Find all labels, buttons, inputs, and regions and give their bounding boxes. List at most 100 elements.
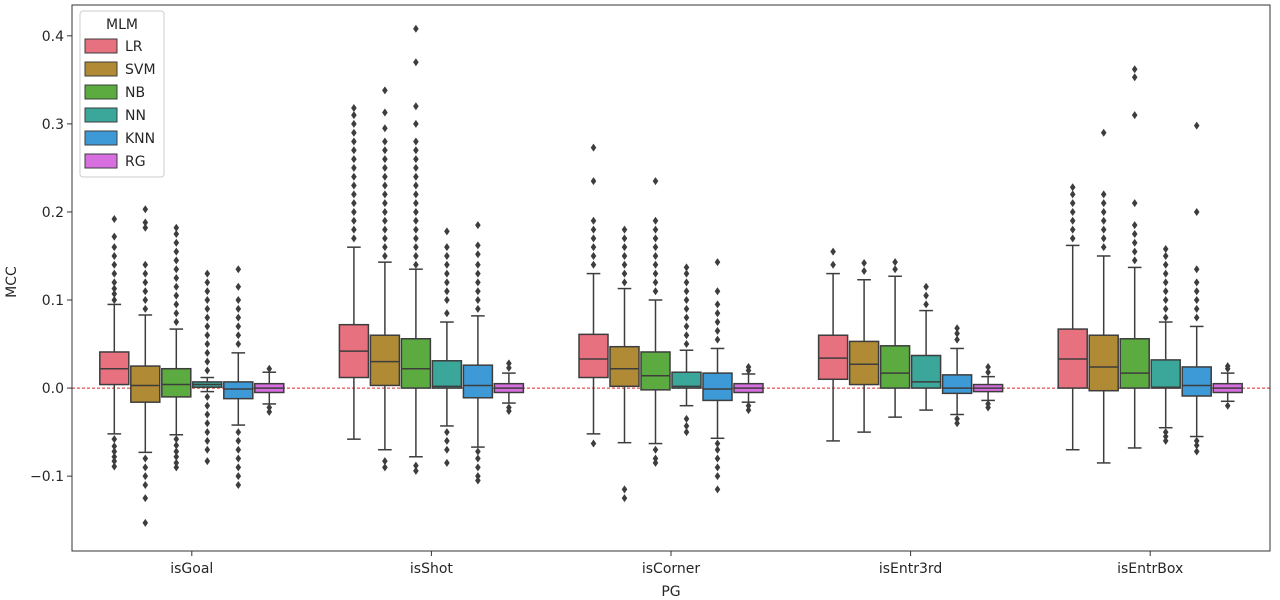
outlier-point — [111, 447, 118, 456]
x-tick-label: isShot — [410, 561, 454, 577]
box-isShot-RG — [493, 359, 525, 415]
outlier-point — [652, 243, 659, 252]
outlier-point — [714, 287, 721, 296]
box-body — [609, 345, 640, 388]
outlier-point — [444, 269, 450, 278]
outlier-point — [652, 216, 659, 225]
outlier-point — [382, 234, 388, 243]
box-isGoal-SVM — [130, 205, 161, 527]
outlier-point — [204, 436, 211, 445]
outlier-point — [351, 234, 357, 243]
outlier-point — [351, 216, 357, 225]
box-body — [817, 334, 849, 381]
outlier-point — [382, 108, 388, 117]
outlier-point — [683, 313, 690, 322]
outlier-point — [111, 442, 118, 451]
outlier-point — [1100, 199, 1107, 208]
box-isEntr3rd-LR — [817, 247, 849, 442]
box-body — [462, 364, 494, 399]
outlier-point — [204, 445, 211, 454]
outlier-point — [235, 454, 242, 463]
outlier-point — [382, 163, 388, 172]
outlier-point — [111, 462, 118, 471]
outlier-point — [173, 229, 180, 238]
legend-swatch-KNN — [84, 130, 118, 146]
outlier-point — [985, 368, 991, 377]
outlier-point — [1193, 296, 1200, 305]
outlier-point — [413, 243, 419, 252]
outlier-point — [683, 428, 690, 437]
outlier-point — [590, 439, 597, 448]
outlier-point — [506, 406, 512, 415]
outlier-point — [475, 454, 481, 463]
outlier-point — [111, 284, 118, 293]
outlier-point — [1100, 225, 1107, 234]
outlier-point — [382, 172, 388, 181]
outlier-point — [382, 86, 388, 95]
outlier-point — [1193, 207, 1200, 216]
outlier-point — [1224, 362, 1231, 371]
outlier-point — [413, 190, 419, 199]
outlier-point — [382, 199, 388, 208]
outlier-point — [714, 445, 721, 454]
box-isShot-KNN — [462, 221, 494, 485]
outlier-point — [444, 309, 450, 318]
outlier-point — [621, 251, 628, 260]
outlier-point — [621, 269, 628, 278]
outlier-point — [351, 111, 357, 120]
outlier-point — [475, 278, 481, 287]
outlier-point — [590, 243, 597, 252]
box-body — [879, 345, 911, 389]
outlier-point — [142, 218, 149, 227]
outlier-point — [173, 452, 180, 461]
x-axis: isGoal isShot isCorner isEntr3rd isEntrBox — [170, 551, 1183, 577]
outlier-point — [173, 247, 180, 256]
box-isGoal-RG — [254, 364, 285, 416]
outlier-point — [382, 207, 388, 216]
outlier-point — [745, 401, 752, 410]
outlier-point — [142, 454, 149, 463]
outlier-point — [714, 335, 721, 344]
outlier-point — [475, 472, 481, 481]
box-body — [1150, 359, 1181, 389]
outlier-point — [475, 296, 481, 305]
y-tick-label: 0.4 — [42, 29, 64, 45]
outlier-point — [475, 241, 481, 250]
outlier-point — [111, 457, 118, 466]
outlier-point — [382, 216, 388, 225]
outlier-point — [714, 454, 721, 463]
box-body — [400, 338, 432, 389]
outlier-point — [204, 269, 211, 278]
outlier-point — [235, 331, 242, 340]
outlier-point — [714, 300, 721, 309]
outlier-point — [444, 445, 450, 454]
outlier-point — [506, 363, 512, 372]
outlier-point — [683, 263, 690, 272]
outlier-point — [204, 457, 211, 466]
outlier-point — [621, 225, 628, 234]
outlier-point — [382, 463, 388, 472]
box-body — [1181, 366, 1212, 397]
x-axis-label: PG — [661, 584, 680, 600]
outlier-point — [351, 119, 357, 128]
outlier-point — [235, 463, 242, 472]
outlier-point — [413, 251, 419, 260]
outlier-point — [173, 463, 180, 472]
outlier-point — [475, 260, 481, 269]
outlier-point — [1131, 247, 1138, 256]
outlier-point — [413, 163, 419, 172]
outlier-point — [590, 234, 597, 243]
box-body — [1088, 334, 1119, 392]
outlier-point — [714, 326, 721, 335]
outlier-point — [1131, 73, 1138, 82]
outlier-point — [204, 304, 211, 313]
outlier-point — [111, 269, 118, 278]
outlier-point — [1162, 304, 1169, 313]
outlier-point — [173, 291, 180, 300]
box-isEntr3rd-SVM — [848, 259, 880, 433]
legend-label-NN: NN — [125, 108, 146, 124]
outlier-point — [1162, 296, 1169, 305]
outlier-point — [1193, 265, 1200, 274]
outlier-point — [142, 494, 149, 503]
outlier-point — [111, 278, 118, 287]
